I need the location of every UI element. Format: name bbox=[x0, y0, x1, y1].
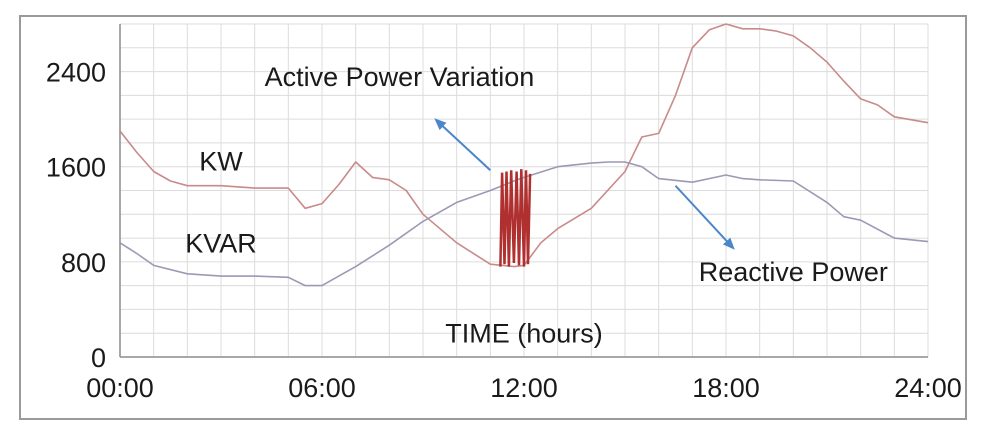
y-tick-label: 1600 bbox=[46, 153, 106, 183]
series-line-kvar bbox=[119, 161, 929, 287]
tick-labels: 0 800 1600 2400 00:00 06:00 12:00 18:00 24:00 bbox=[46, 58, 962, 403]
arrow-active-power bbox=[434, 118, 492, 172]
annotation-kw: KW bbox=[199, 146, 243, 176]
x-tick-label: 06:00 bbox=[288, 373, 356, 403]
x-tick-label: 00:00 bbox=[86, 373, 154, 403]
annotation-reactive-power: Reactive Power bbox=[699, 257, 888, 287]
figure-border bbox=[19, 15, 967, 420]
y-tick-label: 800 bbox=[61, 248, 106, 278]
y-tick-label: 0 bbox=[91, 343, 106, 373]
annotations: Active Power Variation KW KVAR Reactive Pow… bbox=[185, 62, 888, 349]
series-line-kw bbox=[119, 23, 929, 268]
active-power-variation-overlay bbox=[499, 169, 532, 267]
annotation-time-hours: TIME (hours) bbox=[445, 319, 603, 349]
annotation-kvar: KVAR bbox=[185, 228, 257, 258]
x-tick-label: 12:00 bbox=[490, 373, 558, 403]
series-lines bbox=[119, 23, 929, 287]
axes bbox=[119, 24, 928, 358]
x-tick-label: 18:00 bbox=[692, 373, 760, 403]
annotation-active-power-variation: Active Power Variation bbox=[265, 62, 535, 92]
arrow-reactive-power bbox=[674, 185, 735, 250]
y-tick-label: 2400 bbox=[46, 58, 106, 88]
x-tick-label: 24:00 bbox=[894, 373, 962, 403]
